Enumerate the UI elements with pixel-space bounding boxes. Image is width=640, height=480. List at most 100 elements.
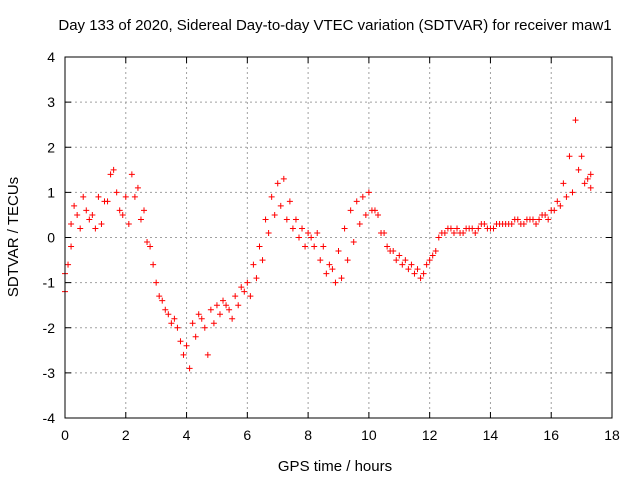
data-point	[578, 153, 585, 160]
data-point	[259, 257, 266, 264]
data-point	[426, 257, 433, 264]
data-point	[137, 216, 144, 223]
data-point	[223, 302, 230, 309]
y-tick-label: -3	[43, 365, 56, 381]
data-point	[131, 193, 138, 200]
data-point	[183, 342, 190, 349]
data-point	[119, 211, 126, 218]
data-point	[165, 311, 172, 318]
y-tick-label: 0	[47, 230, 55, 246]
data-point	[71, 202, 78, 209]
data-point	[575, 166, 582, 173]
data-point	[344, 257, 351, 264]
data-point	[326, 261, 333, 268]
data-point	[235, 302, 242, 309]
data-point	[557, 202, 564, 209]
data-point	[195, 311, 202, 318]
data-point	[289, 225, 296, 232]
data-point	[113, 189, 120, 196]
data-point	[460, 229, 467, 236]
data-point	[299, 225, 306, 232]
data-point	[384, 243, 391, 250]
y-tick-label: -2	[43, 320, 56, 336]
y-tick-label: -1	[43, 275, 56, 291]
y-tick-label: 3	[47, 94, 55, 110]
data-point	[405, 266, 412, 273]
data-point	[317, 257, 324, 264]
data-point	[68, 220, 75, 227]
data-point	[466, 225, 473, 232]
y-tick-label: -4	[43, 410, 56, 426]
data-point	[189, 320, 196, 327]
data-point	[247, 293, 254, 300]
data-point	[177, 338, 184, 345]
data-point	[168, 320, 175, 327]
data-point	[581, 180, 588, 187]
data-point	[283, 216, 290, 223]
data-point	[429, 252, 436, 259]
y-axis-label: SDTVAR / TECUs	[5, 177, 22, 297]
data-point	[210, 320, 217, 327]
data-point	[314, 229, 321, 236]
data-point	[308, 234, 315, 241]
data-point	[584, 175, 591, 182]
data-point	[110, 166, 117, 173]
data-points	[62, 117, 594, 372]
data-point	[375, 211, 382, 218]
data-point	[496, 220, 503, 227]
data-point	[526, 216, 533, 223]
data-point	[226, 306, 233, 313]
data-point	[186, 365, 193, 372]
x-tick-label: 14	[483, 427, 499, 443]
data-point	[192, 333, 199, 340]
data-point	[141, 207, 148, 214]
data-point	[551, 207, 558, 214]
data-point	[408, 261, 415, 268]
data-point	[180, 351, 187, 358]
data-point	[353, 198, 360, 205]
data-point	[174, 324, 181, 331]
data-point	[478, 220, 485, 227]
data-point	[150, 261, 157, 268]
data-point	[554, 198, 561, 205]
data-point	[95, 193, 102, 200]
data-point	[423, 261, 430, 268]
x-tick-label: 16	[543, 427, 559, 443]
data-point	[508, 220, 515, 227]
data-point	[502, 220, 509, 227]
data-point	[253, 275, 260, 282]
data-point	[359, 193, 366, 200]
data-point	[171, 315, 178, 322]
data-point	[545, 216, 552, 223]
data-point	[128, 171, 135, 178]
data-point	[472, 229, 479, 236]
data-point	[83, 207, 90, 214]
data-point	[77, 225, 84, 232]
data-point	[587, 184, 594, 191]
data-point	[134, 184, 141, 191]
data-point	[98, 220, 105, 227]
data-point	[432, 248, 439, 255]
data-point	[454, 225, 461, 232]
x-tick-label: 4	[183, 427, 191, 443]
data-point	[207, 306, 214, 313]
data-point	[587, 171, 594, 178]
data-point	[341, 225, 348, 232]
data-point	[250, 261, 257, 268]
data-point	[268, 193, 275, 200]
data-point	[159, 297, 166, 304]
data-point	[414, 266, 421, 273]
data-point	[320, 243, 327, 250]
y-tick-label: 1	[47, 184, 55, 200]
x-tick-label: 18	[604, 427, 620, 443]
data-point	[292, 216, 299, 223]
data-point	[147, 243, 154, 250]
data-point	[514, 216, 521, 223]
data-point	[329, 266, 336, 273]
data-point	[89, 211, 96, 218]
data-point	[295, 234, 302, 241]
data-point	[122, 193, 129, 200]
data-point	[347, 207, 354, 214]
data-point	[116, 207, 123, 214]
